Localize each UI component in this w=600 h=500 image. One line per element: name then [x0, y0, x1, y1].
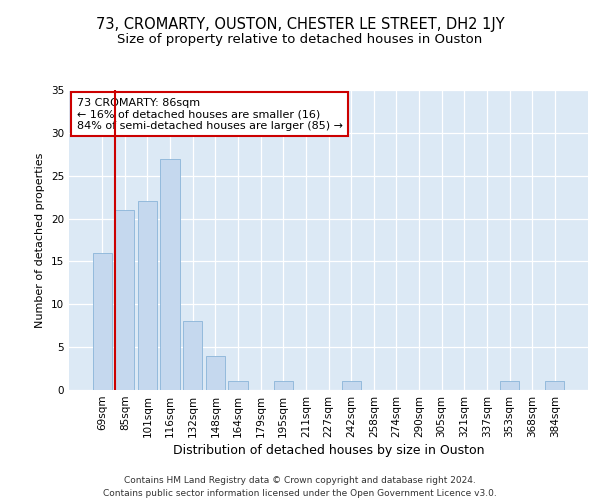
Bar: [138, 202, 157, 390]
Bar: [274, 382, 293, 390]
Bar: [341, 382, 361, 390]
Bar: [206, 356, 225, 390]
Text: 73, CROMARTY, OUSTON, CHESTER LE STREET, DH2 1JY: 73, CROMARTY, OUSTON, CHESTER LE STREET,…: [95, 18, 505, 32]
Y-axis label: Number of detached properties: Number of detached properties: [35, 152, 46, 328]
Bar: [229, 382, 248, 390]
Text: Size of property relative to detached houses in Ouston: Size of property relative to detached ho…: [118, 32, 482, 46]
Bar: [500, 382, 519, 390]
Bar: [183, 322, 202, 390]
Bar: [115, 210, 134, 390]
Bar: [545, 382, 565, 390]
X-axis label: Distribution of detached houses by size in Ouston: Distribution of detached houses by size …: [173, 444, 484, 457]
Bar: [92, 253, 112, 390]
Text: 73 CROMARTY: 86sqm
← 16% of detached houses are smaller (16)
84% of semi-detache: 73 CROMARTY: 86sqm ← 16% of detached hou…: [77, 98, 343, 130]
Text: Contains HM Land Registry data © Crown copyright and database right 2024.
Contai: Contains HM Land Registry data © Crown c…: [103, 476, 497, 498]
Bar: [160, 158, 180, 390]
